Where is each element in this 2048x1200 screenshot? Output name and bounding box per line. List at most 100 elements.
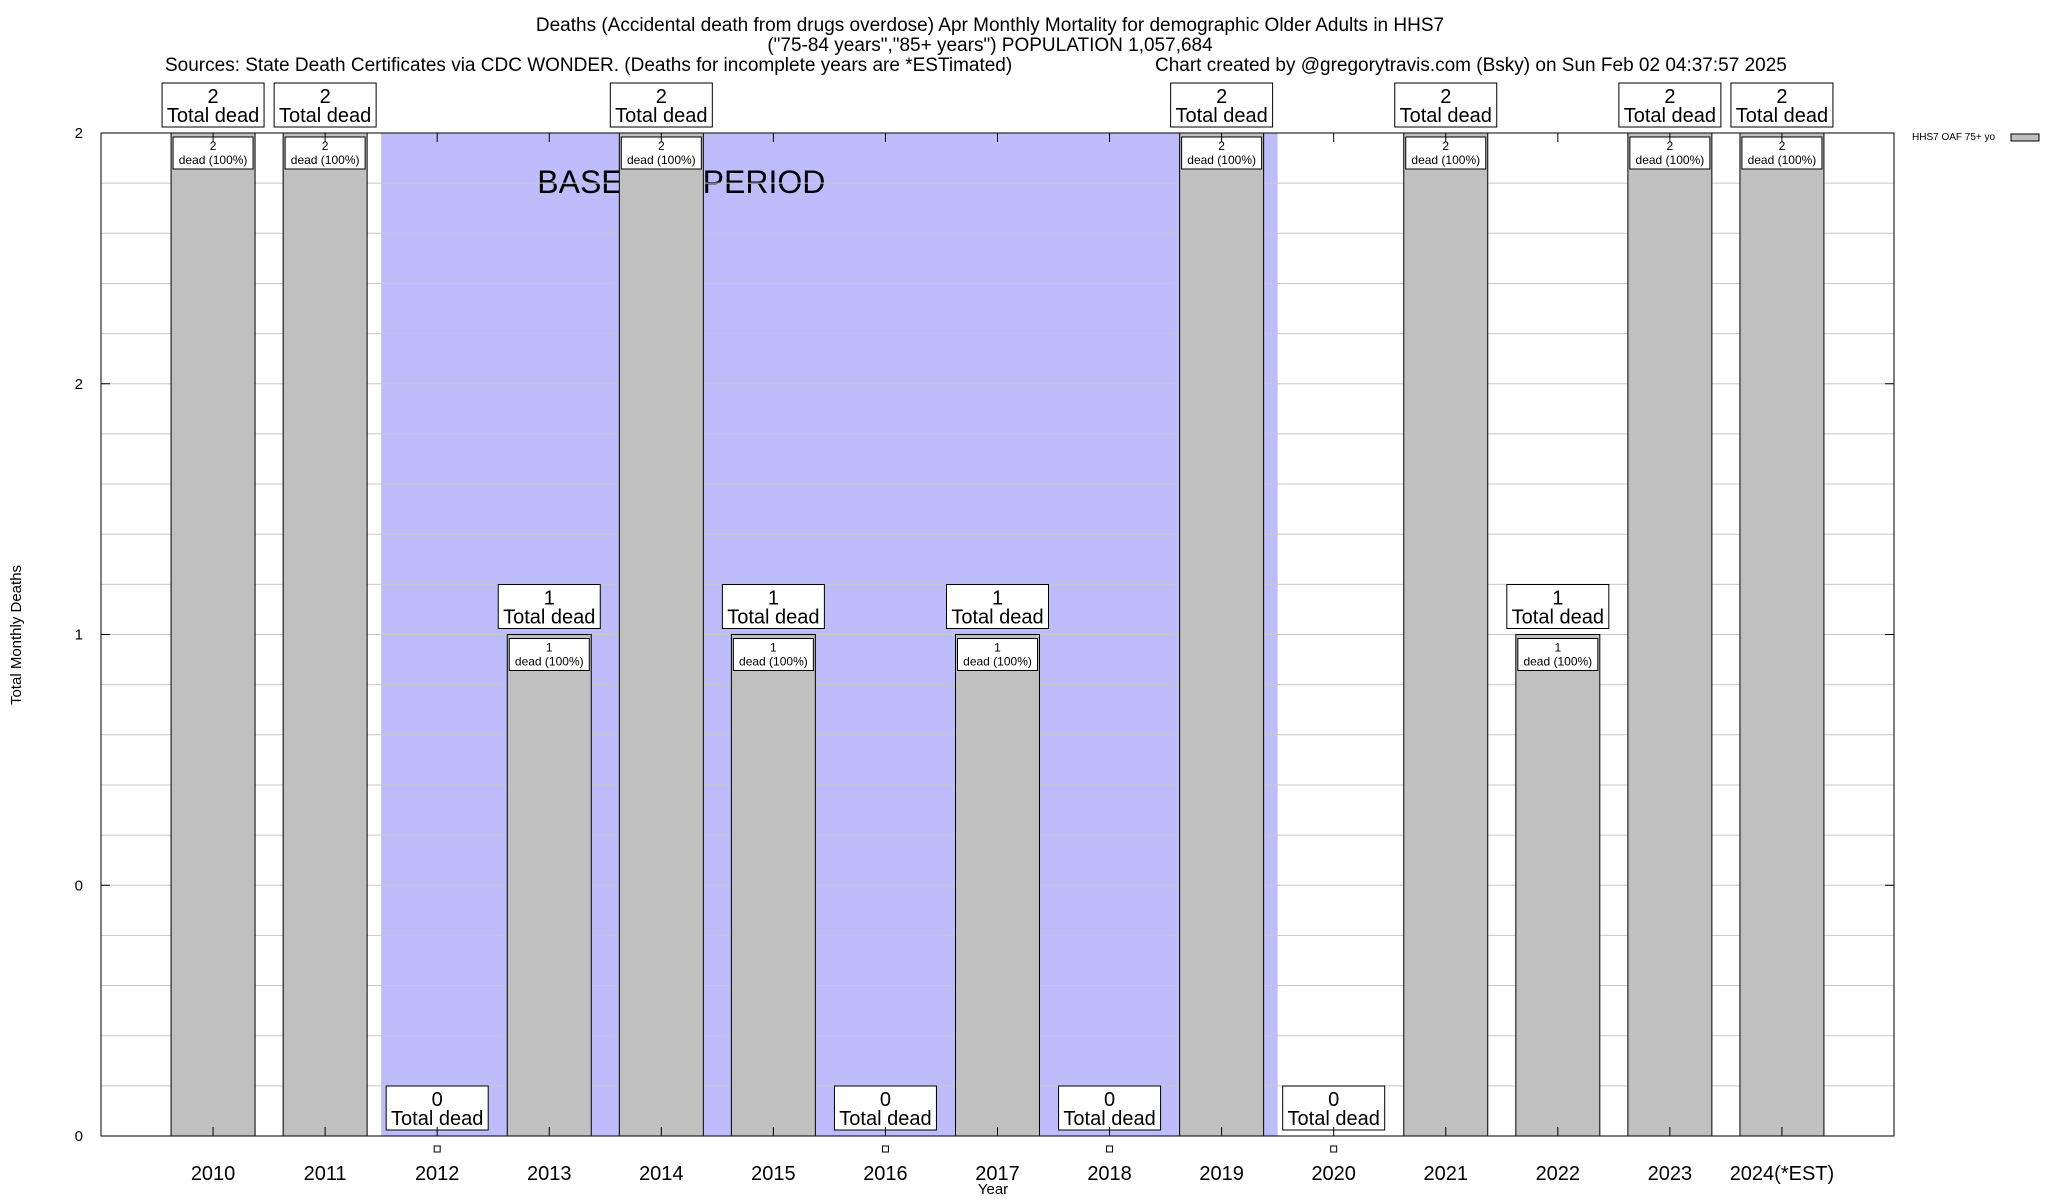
bar-total-label-box [161, 82, 265, 128]
zero-marker [1106, 1145, 1114, 1153]
bar-total-label-count: 0 [432, 1089, 443, 1111]
bar [1179, 132, 1265, 1137]
bar-inner-label-count: 1 [994, 641, 1001, 655]
bar-inner-label-count: 2 [1779, 139, 1786, 153]
y-tick-label: 2 [75, 376, 83, 393]
bar [1627, 132, 1713, 1137]
bar-total-label-box [1394, 82, 1498, 128]
bar-total-label-box [609, 82, 713, 128]
bar-inner-label-pct: dead (100%) [515, 655, 584, 669]
bar-inner-label-count: 2 [210, 139, 217, 153]
bar [730, 634, 816, 1137]
bar-inner-label-box [1405, 136, 1487, 170]
bar-total-label-box [1058, 1085, 1162, 1131]
bar-inner-label-count: 1 [1554, 641, 1561, 655]
bar-inner-label-pct: dead (100%) [739, 655, 808, 669]
y-tick-label: 0 [75, 1128, 83, 1145]
bar-total-label-text: Total dead [1512, 607, 1604, 629]
bar-total-label-text: Total dead [839, 1108, 931, 1130]
bar-total-label-count: 1 [1552, 588, 1563, 610]
chart-credit: Chart created by @gregorytravis.com (Bsk… [1155, 55, 1787, 76]
bar-inner-label-pct: dead (100%) [627, 153, 696, 167]
x-tick-label: 2023 [1648, 1163, 1693, 1185]
bar-total-label-count: 1 [992, 588, 1003, 610]
bar-total-label-count: 2 [1664, 86, 1675, 108]
bar-inner-label-pct: dead (100%) [1636, 153, 1705, 167]
bar-inner-label-count: 1 [770, 641, 777, 655]
bar-total-label-text: Total dead [503, 607, 595, 629]
bar-inner-label-pct: dead (100%) [963, 655, 1032, 669]
x-axis-label: Year [978, 1181, 1008, 1198]
x-tick-label: 2016 [863, 1163, 908, 1185]
x-tick-label: 2011 [304, 1163, 347, 1185]
bar-total-label-box [1506, 584, 1610, 629]
bar-inner-label-count: 2 [1442, 139, 1449, 153]
x-tick-label: 2020 [1311, 1163, 1356, 1185]
bar-total-label-count: 0 [880, 1089, 891, 1111]
bar-inner-label-box [732, 638, 814, 671]
zero-marker [1330, 1145, 1338, 1153]
bar-total-label-box [385, 1085, 489, 1131]
x-tick-label: 2014 [639, 1163, 684, 1185]
bar-total-label-box [721, 584, 825, 629]
bar-total-label-count: 1 [768, 588, 779, 610]
chart-sources: Sources: State Death Certificates via CD… [165, 55, 1012, 76]
bar [1403, 132, 1489, 1137]
bar-inner-label-pct: dead (100%) [1523, 655, 1592, 669]
bars-layer [170, 132, 1825, 1137]
x-tick-label: 2024(*EST) [1730, 1163, 1835, 1185]
bar-inner-label-box [1629, 136, 1711, 170]
bar [282, 132, 368, 1137]
bar-total-label-text: Total dead [1736, 105, 1828, 127]
bar-total-label-text: Total dead [167, 105, 259, 127]
bar [955, 634, 1040, 1137]
bar-inner-label-pct: dead (100%) [291, 153, 360, 167]
bar-inner-label-box [957, 638, 1038, 671]
bar-total-label-box [497, 584, 601, 629]
legend: HHS7 OAF 75+ yo [1912, 132, 2040, 143]
bar-total-label-text: Total dead [727, 607, 819, 629]
y-tick-label: 1 [75, 627, 83, 644]
bar-inner-label-count: 2 [1667, 139, 1674, 153]
bar-total-label-text: Total dead [1063, 1108, 1155, 1130]
bar-total-label-text: Total dead [1288, 1108, 1380, 1130]
bar-inner-label-box [172, 136, 254, 170]
bar-total-label-count: 2 [1440, 86, 1451, 108]
chart-title-line-1: Deaths (Accidental death from drugs over… [536, 15, 1444, 36]
x-tick-label: 2022 [1536, 1163, 1581, 1185]
x-tick-label: 2013 [527, 1163, 572, 1185]
bar-inner-label-pct: dead (100%) [1748, 153, 1817, 167]
bar-inner-label-box [1741, 136, 1823, 170]
bar-total-label-text: Total dead [951, 607, 1043, 629]
y-tick-label: 0 [75, 877, 83, 894]
bar-inner-label-pct: dead (100%) [1411, 153, 1480, 167]
bar-total-label-text: Total dead [1400, 105, 1492, 127]
bar [506, 634, 592, 1137]
bar-total-label-count: 2 [1216, 86, 1227, 108]
bar-total-label-text: Total dead [1624, 105, 1716, 127]
x-tick-label: 2021 [1424, 1163, 1469, 1185]
legend-label: HHS7 OAF 75+ yo [1912, 132, 1996, 143]
x-tick-label: 2012 [415, 1163, 460, 1185]
x-tick-label: 2018 [1087, 1163, 1132, 1185]
bar-inner-label-box [620, 136, 702, 170]
bar-inner-label-count: 2 [1218, 139, 1225, 153]
bar [170, 132, 256, 1137]
bar-total-label-count: 2 [1776, 86, 1787, 108]
x-tick-label: 2015 [751, 1163, 796, 1185]
bar-total-label-box [1730, 82, 1834, 128]
bar-inner-label-count: 2 [322, 139, 329, 153]
y-axis-label: Total Monthly Deaths [8, 565, 25, 705]
bar-total-label-box [1618, 82, 1722, 128]
bar-total-label-text: Total dead [391, 1108, 483, 1130]
bar-total-label-count: 2 [656, 86, 667, 108]
bar-total-label-count: 0 [1104, 1089, 1115, 1111]
bar-inner-label-count: 1 [546, 641, 553, 655]
bar-total-label-text: Total dead [1175, 105, 1267, 127]
x-tick-label: 2010 [191, 1163, 236, 1185]
zero-marker [433, 1145, 441, 1153]
bar-total-label-count: 0 [1328, 1089, 1339, 1111]
bar-total-label-box [1282, 1085, 1386, 1131]
bar-total-label-box [1170, 82, 1274, 128]
